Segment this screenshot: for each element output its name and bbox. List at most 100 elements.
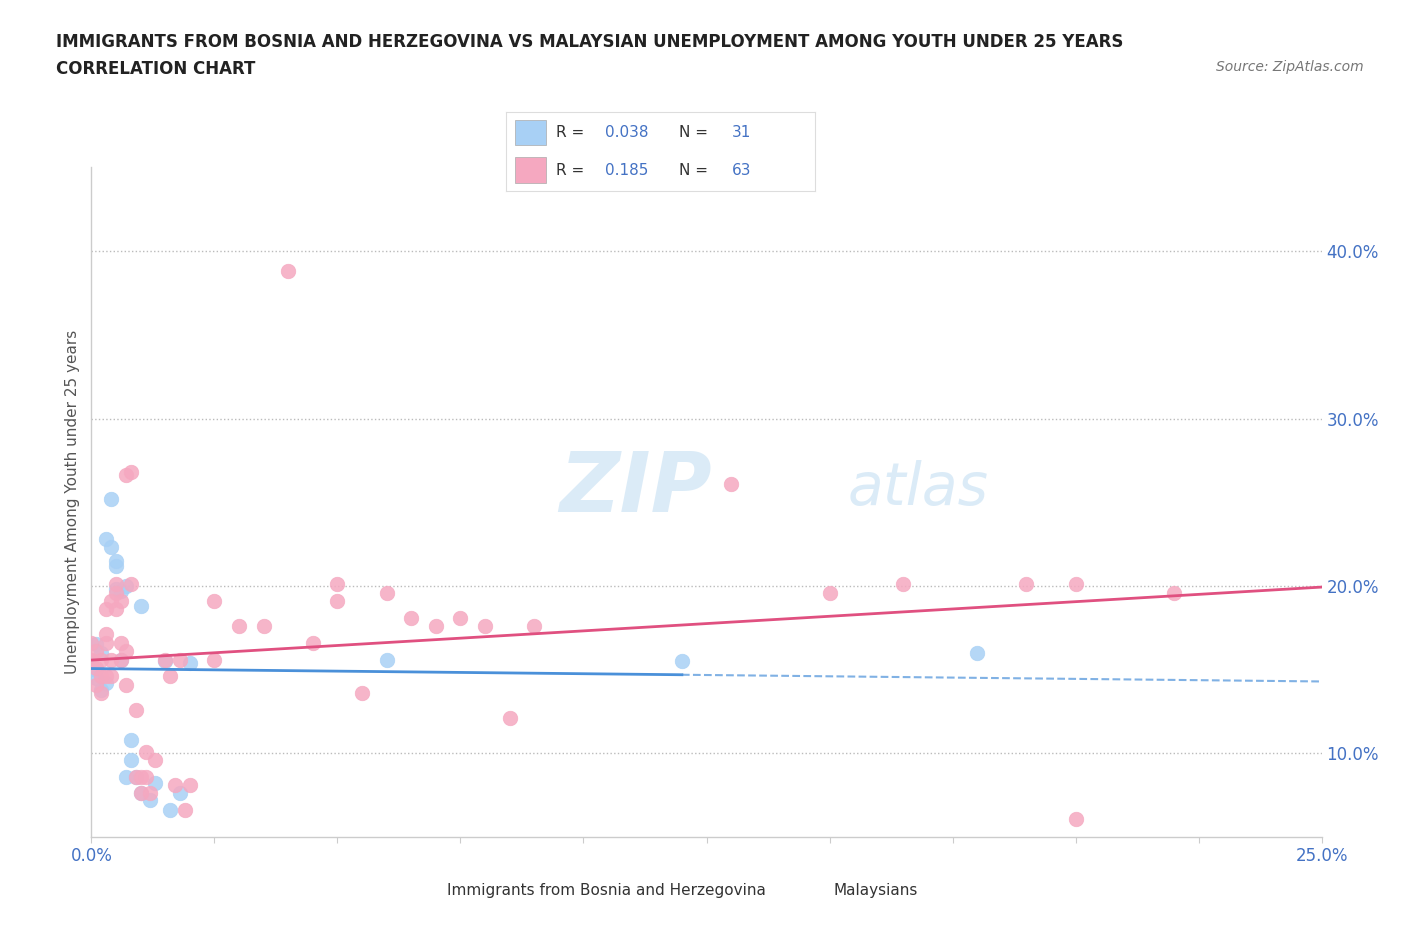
Point [179, 656, 201, 671]
Point [90, 652, 112, 667]
Point [671, 654, 693, 669]
Point [375, 652, 398, 667]
Point [523, 618, 546, 633]
Point [124, 702, 146, 717]
Point [498, 711, 520, 725]
Point [96, 627, 117, 642]
Text: R =: R = [555, 125, 589, 140]
Point [114, 578, 138, 593]
Text: CORRELATION CHART: CORRELATION CHART [56, 60, 256, 78]
Text: IMMIGRANTS FROM BOSNIA AND HERZEGOVINA VS MALAYSIAN UNEMPLOYMENT AMONG YOUTH UND: IMMIGRANTS FROM BOSNIA AND HERZEGOVINA V… [56, 33, 1123, 50]
Point [110, 635, 132, 650]
Point [352, 685, 374, 700]
Point [720, 476, 742, 491]
Point [228, 618, 250, 633]
Point [1064, 811, 1087, 826]
Point [100, 652, 122, 667]
Point [425, 618, 447, 633]
Point [202, 652, 225, 667]
Point [159, 803, 181, 817]
Point [96, 532, 117, 547]
Point [105, 582, 127, 597]
Point [124, 769, 146, 784]
Point [120, 577, 142, 591]
Point [86, 671, 108, 685]
Y-axis label: Unemployment Among Youth under 25 years: Unemployment Among Youth under 25 years [65, 330, 80, 674]
Point [1064, 577, 1087, 591]
Point [1163, 585, 1185, 600]
Point [375, 585, 398, 600]
Point [90, 645, 112, 660]
Point [159, 669, 181, 684]
Point [966, 645, 988, 660]
Point [139, 786, 162, 801]
Text: R =: R = [555, 163, 589, 178]
FancyBboxPatch shape [516, 120, 547, 145]
Point [96, 635, 117, 650]
Point [153, 652, 177, 667]
Point [326, 577, 349, 591]
Point [135, 769, 156, 784]
Text: 0.038: 0.038 [605, 125, 648, 140]
Point [100, 593, 122, 608]
Point [96, 675, 117, 690]
Point [90, 669, 112, 684]
Point [100, 491, 122, 506]
Point [120, 733, 142, 748]
Point [110, 652, 132, 667]
Point [105, 553, 127, 568]
Text: atlas: atlas [848, 460, 988, 517]
Text: 31: 31 [733, 125, 751, 140]
Point [1015, 577, 1038, 591]
Text: 0.185: 0.185 [605, 163, 648, 178]
Text: N =: N = [679, 125, 713, 140]
Point [80, 652, 103, 667]
Point [105, 585, 127, 600]
Point [301, 635, 323, 650]
Point [120, 752, 142, 767]
Point [110, 593, 132, 608]
Point [86, 644, 108, 658]
Text: N =: N = [679, 163, 713, 178]
Text: Malaysians: Malaysians [834, 883, 918, 897]
Point [80, 654, 103, 669]
Point [169, 786, 191, 801]
Point [399, 610, 422, 625]
Point [129, 786, 152, 801]
Point [169, 652, 191, 667]
Point [153, 654, 177, 669]
Point [105, 558, 127, 573]
Point [163, 777, 186, 792]
Point [86, 660, 108, 675]
Text: Source: ZipAtlas.com: Source: ZipAtlas.com [1216, 60, 1364, 74]
Point [105, 577, 127, 591]
Point [129, 786, 152, 801]
Point [124, 769, 146, 784]
FancyBboxPatch shape [516, 157, 547, 182]
Point [100, 669, 122, 684]
Point [80, 635, 103, 650]
Point [818, 585, 841, 600]
Point [202, 593, 225, 608]
Point [96, 602, 117, 617]
Point [86, 677, 108, 692]
Text: Immigrants from Bosnia and Herzegovina: Immigrants from Bosnia and Herzegovina [447, 883, 766, 897]
Point [96, 669, 117, 684]
Point [145, 752, 166, 767]
Point [129, 769, 152, 784]
Point [105, 602, 127, 617]
Point [253, 618, 276, 633]
Point [139, 792, 162, 807]
Point [474, 618, 496, 633]
Point [326, 593, 349, 608]
Point [129, 599, 152, 614]
Point [86, 662, 108, 677]
Point [120, 465, 142, 480]
Point [174, 803, 197, 817]
Point [135, 744, 156, 759]
Point [179, 777, 201, 792]
Text: 63: 63 [733, 163, 751, 178]
Point [114, 677, 138, 692]
Point [110, 652, 132, 667]
Point [100, 540, 122, 555]
